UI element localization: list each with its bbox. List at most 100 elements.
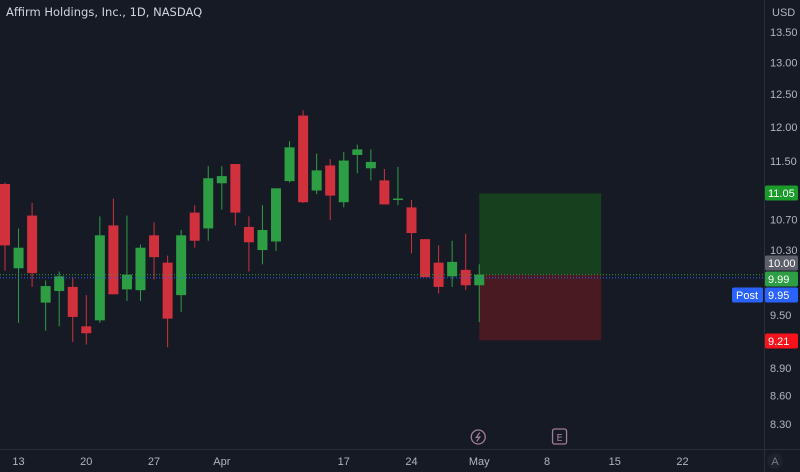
- candle: [243, 216, 254, 272]
- candle-body: [447, 261, 458, 277]
- candle-body: [311, 170, 322, 191]
- candle-body: [27, 215, 38, 274]
- time-tick-label: 27: [148, 456, 160, 468]
- time-tick-label: May: [469, 456, 490, 468]
- loss-zone[interactable]: [479, 274, 602, 341]
- price-tick-label: 13.50: [770, 27, 798, 39]
- time-tick-label: Apr: [213, 456, 230, 468]
- candle: [162, 255, 173, 348]
- time-tick-label: 22: [676, 456, 688, 468]
- candle: [284, 141, 295, 183]
- price-axis-labels: 11.05 10.00 9.99 9.95 Post 9.21: [732, 185, 798, 349]
- candle: [420, 239, 431, 278]
- candle-body: [216, 176, 227, 184]
- candle-body: [108, 225, 119, 295]
- crosshair-price-text: 10.00: [768, 258, 796, 270]
- price-tick-label: 10.70: [770, 214, 798, 226]
- time-tick-label: 15: [609, 456, 621, 468]
- candle: [189, 205, 200, 248]
- candle-body: [284, 147, 295, 182]
- candle-body: [420, 239, 431, 278]
- price-tick-label: 12.50: [770, 89, 798, 101]
- candle-body: [149, 235, 160, 258]
- candle-body: [379, 180, 390, 205]
- candle-body: [243, 226, 254, 243]
- candle-body: [392, 198, 403, 201]
- candle: [298, 110, 309, 203]
- stop-price-text: 9.21: [768, 336, 789, 348]
- candle-body: [203, 178, 214, 229]
- candle-body: [176, 235, 187, 296]
- earnings-icon[interactable]: [551, 428, 568, 445]
- candle: [352, 144, 363, 174]
- candle: [108, 198, 119, 295]
- price-tick-label: 8.60: [770, 390, 791, 402]
- candle: [13, 228, 24, 323]
- auto-scale-label[interactable]: A: [771, 456, 779, 468]
- candle: [216, 166, 227, 210]
- currency-label: USD: [772, 7, 795, 19]
- price-tick-label: 9.50: [770, 310, 791, 322]
- target-price-text: 11.05: [768, 188, 795, 200]
- dividend-split-icon[interactable]: [470, 429, 486, 445]
- time-tick-label: 20: [80, 456, 92, 468]
- candle-body: [338, 160, 349, 203]
- long-position-tool[interactable]: [479, 193, 602, 341]
- lightning-icon: [474, 432, 481, 442]
- candle: [0, 182, 10, 271]
- candle-body: [67, 286, 78, 317]
- post-market-tag: [732, 287, 763, 303]
- candle: [135, 244, 146, 301]
- candle-body: [230, 164, 241, 213]
- candle-body: [0, 183, 10, 246]
- candle: [325, 159, 336, 221]
- price-axis[interactable]: 13.50 13.00 12.50 12.00 11.50 10.70 10.30 9.50 8…: [770, 27, 798, 431]
- candle-body: [298, 115, 309, 203]
- profit-zone[interactable]: [479, 193, 602, 275]
- candle: [203, 166, 214, 241]
- candle: [392, 166, 403, 206]
- candle: [474, 264, 485, 323]
- time-axis[interactable]: 13 20 27 Apr 17 24 May 8 15 22: [12, 456, 688, 468]
- candle-body: [40, 286, 51, 303]
- candle: [271, 188, 281, 251]
- auto-scale-button[interactable]: [767, 453, 783, 469]
- candle: [230, 164, 241, 226]
- stop-price-badge: [765, 333, 798, 349]
- candle-body: [162, 262, 173, 319]
- candle-body: [365, 161, 376, 169]
- candle-body: [257, 229, 268, 251]
- price-tick-label: 13.00: [770, 57, 798, 69]
- price-tick-label: 8.90: [770, 363, 791, 375]
- time-tick-label: 24: [405, 456, 417, 468]
- price-tick-label: 10.30: [770, 245, 798, 257]
- time-tick-label: 17: [338, 456, 350, 468]
- time-tick-label: 13: [12, 456, 24, 468]
- candle: [67, 277, 78, 342]
- time-tick-label: 8: [544, 456, 550, 468]
- candle-body: [121, 274, 132, 290]
- post-price-badge: [765, 287, 798, 303]
- candle-body: [189, 212, 200, 241]
- candle-body: [352, 149, 363, 155]
- candles-layer: [0, 110, 485, 348]
- candle-body: [406, 207, 417, 234]
- candle: [338, 152, 349, 208]
- price-tick-label: 8.30: [770, 419, 791, 431]
- candle-body: [54, 276, 65, 291]
- target-price-badge: [765, 185, 798, 201]
- price-lines: [0, 274, 764, 279]
- chart-title: Affirm Holdings, Inc., 1D, NASDAQ: [6, 5, 202, 19]
- candle-body: [13, 247, 24, 269]
- post-market-tag-text: Post: [736, 290, 758, 302]
- events-layer[interactable]: E: [470, 428, 568, 445]
- candle: [81, 295, 92, 345]
- candle: [176, 229, 187, 312]
- candle-body: [325, 165, 336, 196]
- price-tick-label: 12.00: [770, 122, 798, 134]
- candle: [40, 280, 51, 331]
- candle: [406, 200, 417, 254]
- last-price-text: 9.99: [768, 274, 789, 286]
